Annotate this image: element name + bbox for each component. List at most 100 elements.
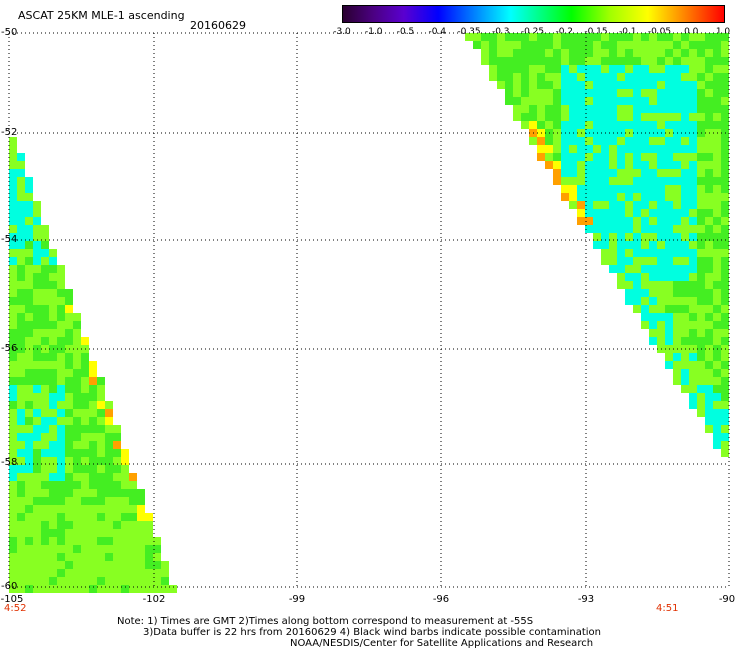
swath-cell: [649, 297, 657, 305]
swath-cell: [505, 41, 513, 49]
swath-cell: [649, 49, 657, 57]
swath-cell: [49, 289, 57, 297]
swath-cell: [17, 377, 25, 385]
swath-cell: [641, 257, 649, 265]
swath-cell: [617, 241, 625, 249]
swath-cell: [721, 329, 729, 337]
swath-cell: [705, 97, 713, 105]
swath-cell: [17, 481, 25, 489]
swath-cell: [9, 505, 17, 513]
swath-cell: [65, 425, 73, 433]
swath-cell: [657, 313, 665, 321]
swath-cell: [617, 265, 625, 273]
swath-cell: [689, 337, 697, 345]
product-date: 20160629: [190, 19, 246, 32]
swath-cell: [121, 577, 129, 585]
swath-cell: [721, 417, 729, 425]
swath-cell: [25, 233, 33, 241]
swath-cell: [521, 33, 529, 41]
swath-cell: [705, 225, 713, 233]
swath-cell: [721, 257, 729, 265]
swath-cell: [33, 385, 41, 393]
swath-cell: [713, 265, 721, 273]
swath-cell: [609, 193, 617, 201]
swath-cell: [721, 401, 729, 409]
swath-cell: [513, 73, 521, 81]
swath-cell: [665, 321, 673, 329]
swath-cell: [633, 89, 641, 97]
swath-cell: [617, 193, 625, 201]
swath-cell: [65, 353, 73, 361]
swath-cell: [25, 449, 33, 457]
swath-cell: [657, 305, 665, 313]
swath-cell: [689, 353, 697, 361]
swath-cell: [577, 73, 585, 81]
colorbar-tick-5: -0.3: [491, 27, 510, 37]
swath-cell: [713, 385, 721, 393]
swath-cell: [57, 425, 65, 433]
swath-cell: [665, 289, 673, 297]
swath-cell: [81, 473, 89, 481]
swath-cell: [65, 553, 73, 561]
swath-cell: [113, 585, 121, 593]
swath-cell: [633, 137, 641, 145]
swath-cell: [681, 273, 689, 281]
swath-cell: [41, 321, 49, 329]
swath-cell: [705, 65, 713, 73]
swath-cell: [97, 377, 105, 385]
swath-cell: [625, 57, 633, 65]
swath-cell: [17, 353, 25, 361]
swath-cell: [649, 177, 657, 185]
swath-cell: [585, 225, 593, 233]
swath-cell: [57, 457, 65, 465]
swath-cell: [49, 457, 57, 465]
swath-cell: [705, 153, 713, 161]
lon-label-96: -96: [432, 594, 450, 605]
colorbar-tick-2: -0.5: [396, 27, 415, 37]
swath-cell: [57, 369, 65, 377]
swath-cell: [97, 417, 105, 425]
swath-cell: [665, 329, 673, 337]
swath-cell: [585, 57, 593, 65]
swath-cell: [697, 241, 705, 249]
swath-cell: [705, 257, 713, 265]
swath-cell: [497, 33, 505, 41]
swath-cell: [625, 233, 633, 241]
swath-cell: [633, 265, 641, 273]
swath-cell: [609, 185, 617, 193]
swath-cell: [633, 273, 641, 281]
swath-cell: [561, 65, 569, 73]
swath-cell: [657, 321, 665, 329]
swath-cell: [17, 193, 25, 201]
swath-cell: [697, 57, 705, 65]
swath-cell: [721, 361, 729, 369]
swath-cell: [609, 41, 617, 49]
swath-cell: [665, 353, 673, 361]
swath-cell: [105, 553, 113, 561]
swath-cell: [33, 265, 41, 273]
swath-cell: [57, 489, 65, 497]
swath-cell: [593, 169, 601, 177]
swath-cell: [545, 161, 553, 169]
swath-cell: [81, 529, 89, 537]
swath-cell: [537, 33, 545, 41]
swath-cell: [561, 49, 569, 57]
swath-cell: [721, 241, 729, 249]
swath-cell: [129, 529, 137, 537]
swath-cell: [33, 489, 41, 497]
swath-cell: [657, 97, 665, 105]
swath-cell: [97, 537, 105, 545]
swath-cell: [721, 169, 729, 177]
swath-cell: [89, 521, 97, 529]
swath-cell: [33, 521, 41, 529]
swath-cell: [625, 217, 633, 225]
swath-cell: [681, 73, 689, 81]
swath-cell: [697, 169, 705, 177]
swath-cell: [689, 105, 697, 113]
swath-cell: [513, 81, 521, 89]
swath-cell: [9, 217, 17, 225]
swath-cell: [73, 337, 81, 345]
swath-cell: [153, 545, 161, 553]
swath-cell: [537, 57, 545, 65]
swath-cell: [145, 561, 153, 569]
